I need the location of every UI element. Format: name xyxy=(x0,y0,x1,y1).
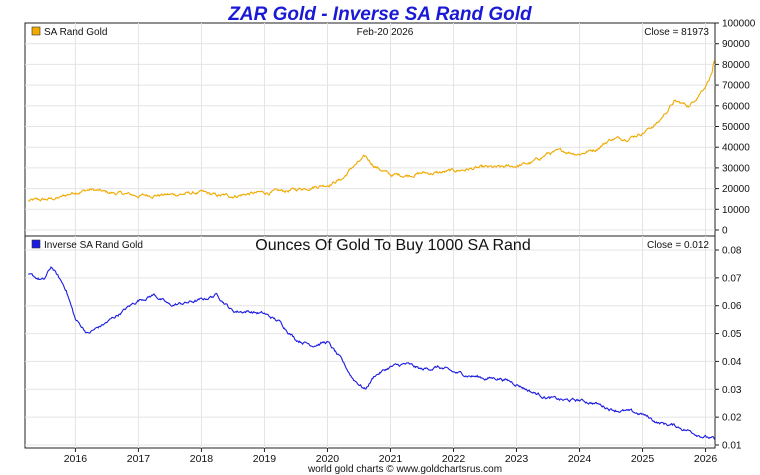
top-panel-frame xyxy=(24,22,716,237)
top-y-tick-label: 0 xyxy=(722,226,728,237)
x-tick-label: 2020 xyxy=(316,453,340,465)
bottom-y-tick-label: 0.02 xyxy=(722,413,742,424)
x-tick-label: 2023 xyxy=(505,453,529,465)
x-tick-label: 2017 xyxy=(127,453,151,465)
bottom-y-tick-label: 0.08 xyxy=(722,246,742,257)
x-axis: 2016 2017 2018 2019 2020 2021 2022 2023 2024 2025… xyxy=(64,448,718,465)
top-y-tick-label: 10000 xyxy=(722,205,750,216)
top-panel: 1000009000080000700006000050000400003000… xyxy=(24,19,756,237)
bottom-y-tick-label: 0.01 xyxy=(722,441,742,452)
x-tick-label: 2018 xyxy=(190,453,214,465)
bottom-y-tick-label: 0.05 xyxy=(722,329,742,340)
footer-credit: world gold charts © www.goldchartsrus.co… xyxy=(307,464,502,475)
inverse-legend-label: Inverse SA Rand Gold xyxy=(44,240,143,251)
bottom-close-value: Close = 0.012 xyxy=(647,240,709,251)
top-y-tick-label: 40000 xyxy=(722,143,750,154)
x-tick-label: 2019 xyxy=(253,453,277,465)
top-gridlines xyxy=(25,23,715,236)
bottom-panel: 0.08 0.07 0.06 0.05 0.04 0.03 0.02 0.01 Inverse… xyxy=(24,235,742,452)
sa-rand-gold-legend-label: SA Rand Gold xyxy=(44,27,107,38)
bottom-panel-subtitle: Ounces Of Gold To Buy 1000 SA Rand xyxy=(255,237,530,254)
top-y-tick-label: 70000 xyxy=(722,81,750,92)
x-tick-label: 2016 xyxy=(64,453,88,465)
x-tick-label: 2022 xyxy=(442,453,466,465)
top-y-tick-label: 100000 xyxy=(722,19,756,30)
sa-rand-gold-legend-swatch xyxy=(31,26,41,36)
top-close-value: Close = 81973 xyxy=(644,27,709,38)
top-y-tick-label: 90000 xyxy=(722,39,750,50)
bottom-y-axis: 0.08 0.07 0.06 0.05 0.04 0.03 0.02 0.01 xyxy=(715,246,742,452)
x-tick-label: 2025 xyxy=(631,453,655,465)
top-y-axis: 1000009000080000700006000050000400003000… xyxy=(715,19,756,237)
x-tick-label: 2021 xyxy=(379,453,403,465)
bottom-y-tick-label: 0.07 xyxy=(722,273,742,284)
bottom-y-tick-label: 0.03 xyxy=(722,385,742,396)
bottom-gridlines xyxy=(25,236,715,448)
top-y-tick-label: 50000 xyxy=(722,122,750,133)
x-tick-label: 2026 xyxy=(694,453,718,465)
inverse-sa-rand-gold-series-line xyxy=(28,266,715,440)
sa-rand-gold-series-line xyxy=(27,60,715,202)
top-y-tick-label: 80000 xyxy=(722,60,750,71)
chart-date: Feb-20 2026 xyxy=(357,27,414,38)
top-y-tick-label: 60000 xyxy=(722,101,750,112)
top-y-tick-label: 20000 xyxy=(722,184,750,195)
top-y-tick-label: 30000 xyxy=(722,163,750,174)
inverse-legend-swatch xyxy=(31,239,41,249)
x-tick-label: 2024 xyxy=(568,453,592,465)
bottom-panel-frame xyxy=(24,235,716,449)
chart-title: ZAR Gold - Inverse SA Rand Gold xyxy=(227,4,532,25)
bottom-y-tick-label: 0.06 xyxy=(722,301,742,312)
bottom-y-tick-label: 0.04 xyxy=(722,357,742,368)
